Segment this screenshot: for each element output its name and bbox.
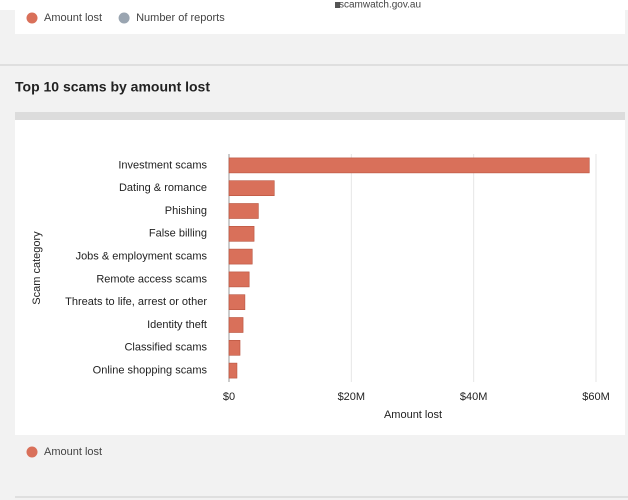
- top-card: [15, 10, 625, 34]
- bar: [228, 317, 244, 333]
- lock-icon: [335, 2, 340, 8]
- bar: [228, 362, 238, 379]
- legend-dot: [26, 12, 38, 24]
- y-tick-label: Threats to life, arrest or other: [65, 296, 207, 308]
- legend-label: Amount lost: [44, 446, 102, 458]
- browser-bar: [0, 0, 628, 10]
- y-tick-label: Dating & romance: [119, 182, 207, 194]
- url: scamwatch.gov.au: [339, 0, 421, 11]
- y-tick-label: Jobs & employment scams: [76, 251, 208, 263]
- y-tick-label: Online shopping scams: [93, 365, 208, 377]
- x-tick-label: $60M: [582, 391, 610, 403]
- bar: [228, 203, 259, 219]
- legend-label: Amount lost: [44, 12, 102, 24]
- card-header: [15, 112, 625, 120]
- bar: [228, 294, 246, 311]
- legend-dot: [118, 12, 130, 24]
- x-tick-label: $40M: [460, 391, 488, 403]
- y-tick-label: False billing: [149, 228, 207, 240]
- legend-label: Number of reports: [136, 12, 225, 24]
- bar: [228, 157, 590, 174]
- x-tick-label: $20M: [338, 391, 366, 403]
- bar: [228, 248, 253, 265]
- y-tick-label: Classified scams: [124, 342, 207, 354]
- y-tick-label: Investment scams: [118, 159, 207, 171]
- x-tick-label: $0: [223, 391, 235, 403]
- y-tick-label: Identity theft: [147, 319, 207, 331]
- y-axis-label: Scam category: [31, 231, 43, 305]
- y-tick-label: Remote access scams: [96, 273, 207, 285]
- legend-area: [15, 437, 625, 469]
- bar: [228, 339, 241, 356]
- legend-dot: [26, 446, 38, 458]
- y-tick-label: Phishing: [165, 205, 207, 217]
- x-axis-label: Amount lost: [384, 409, 442, 421]
- section-title: Top 10 scams by amount lost: [15, 79, 210, 95]
- bar: [228, 271, 250, 288]
- bar: [228, 180, 275, 196]
- bar: [228, 226, 255, 242]
